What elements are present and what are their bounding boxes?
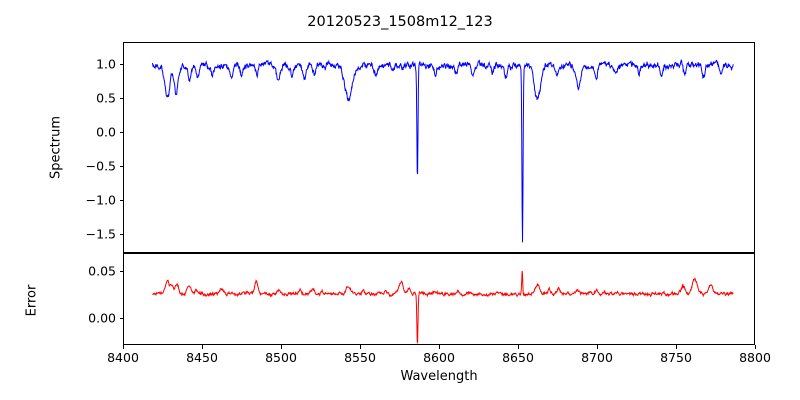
spectrum-y-tick-mark — [119, 234, 123, 236]
x-tick-label: 8750 — [660, 350, 692, 365]
x-tick-mark — [439, 345, 441, 349]
spectrum-line — [152, 60, 733, 242]
spectrum-y-tick-mark — [119, 200, 123, 202]
error-y-tick-label: 0.05 — [88, 263, 116, 279]
spectrum-y-tick-mark — [119, 64, 123, 66]
spectrum-y-tick-label: 0.5 — [96, 90, 116, 106]
spectrum-y-tick-label: 1.0 — [96, 56, 116, 72]
x-tick-mark — [676, 345, 678, 349]
x-tick-label: 8550 — [344, 350, 376, 365]
spectrum-y-tick-mark — [119, 132, 123, 134]
figure-title: 20120523_1508m12_123 — [307, 14, 493, 30]
spectrum-y-tick-mark — [119, 98, 123, 100]
x-tick-label: 8800 — [739, 350, 771, 365]
error-line — [152, 271, 733, 342]
x-tick-label: 8600 — [423, 350, 455, 365]
x-tick-mark — [597, 345, 599, 349]
x-tick-label: 8450 — [186, 350, 218, 365]
error-y-tick-label: 0.00 — [88, 310, 116, 326]
x-tick-mark — [281, 345, 283, 349]
error-y-tick-mark — [119, 271, 123, 273]
x-axis-label: Wavelength — [400, 369, 478, 384]
spectrum-y-tick-label: −0.5 — [85, 158, 116, 174]
x-tick-label: 8400 — [107, 350, 139, 365]
spectrum-plot-area — [124, 43, 754, 252]
spectrum-y-tick-label: −1.0 — [85, 192, 116, 208]
x-tick-label: 8650 — [502, 350, 534, 365]
error-axes — [123, 253, 755, 345]
error-y-tick-mark — [119, 318, 123, 320]
x-tick-label: 8700 — [581, 350, 613, 365]
spectrum-y-axis-label: Spectrum — [48, 116, 64, 179]
spectrum-axes — [123, 42, 755, 253]
spectrum-y-tick-label: 0.0 — [96, 124, 116, 140]
error-plot-area — [124, 254, 754, 344]
x-tick-label: 8500 — [265, 350, 297, 365]
x-tick-mark — [518, 345, 520, 349]
x-tick-mark — [755, 345, 757, 349]
spectrum-y-tick-label: −1.5 — [85, 226, 116, 242]
x-tick-mark — [202, 345, 204, 349]
spectrum-y-tick-mark — [119, 166, 123, 168]
x-tick-mark — [360, 345, 362, 349]
error-y-axis-label: Error — [24, 284, 40, 317]
x-tick-mark — [123, 345, 125, 349]
